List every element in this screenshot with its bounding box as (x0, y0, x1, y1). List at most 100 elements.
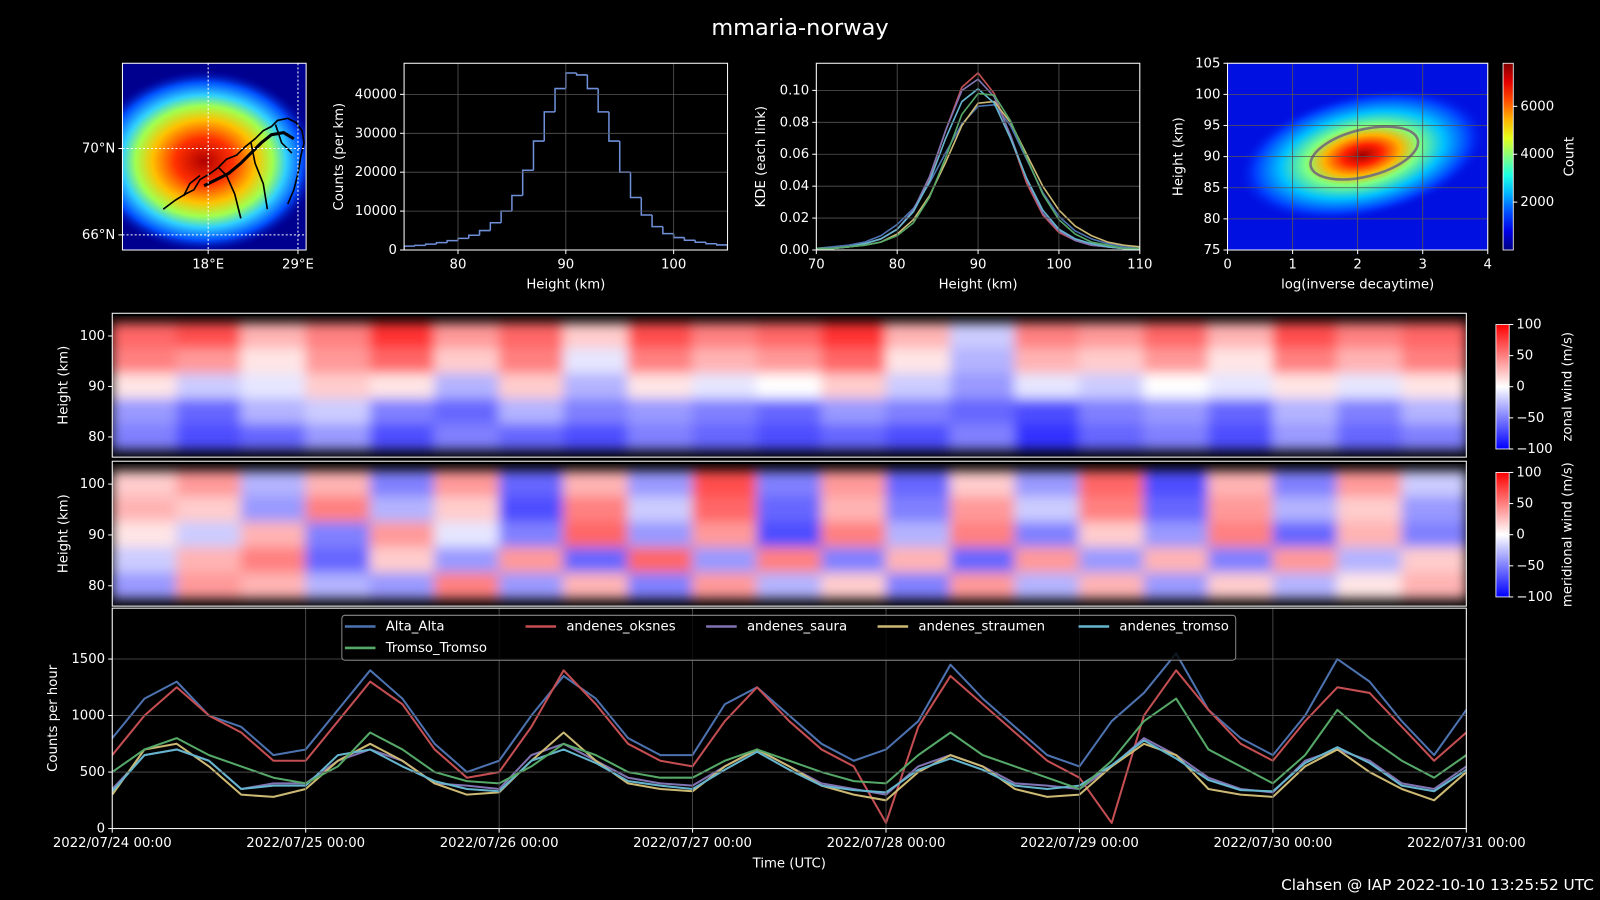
colorbar-tick-label: 0 (1516, 380, 1524, 395)
heat-cell (821, 547, 887, 574)
heat-cell (112, 521, 178, 549)
heat-cell (305, 496, 371, 523)
heat-cell (1401, 373, 1467, 400)
heat-cell (756, 496, 823, 523)
heat-cell (885, 373, 951, 400)
axes-frame (815, 62, 1141, 251)
heat-cell (885, 423, 951, 451)
axes-frame (111, 460, 1467, 607)
colorbar-tick-label: −100 (1516, 442, 1552, 457)
y-axis-label: Height (km) (1172, 117, 1187, 196)
heat-cell (692, 521, 758, 549)
heat-cell (176, 572, 242, 600)
heat-cell (1078, 322, 1145, 350)
heat-cell (563, 373, 629, 400)
heat-cell (1401, 521, 1467, 549)
colorbar-tick-label: 50 (1516, 349, 1533, 364)
heat-cell (1336, 521, 1403, 549)
x-tick-label: 100 (1046, 257, 1071, 272)
y-axis-label: Height (km) (56, 494, 71, 573)
heat-cell (1272, 547, 1338, 574)
heat-cell (821, 496, 887, 523)
legend-box (341, 614, 1237, 661)
colorbar (1495, 324, 1510, 450)
x-tick-label: 1 (1288, 257, 1296, 272)
heat-cell (821, 423, 887, 451)
y-tick-label: 0 (97, 822, 105, 837)
x-tick-label: 2022/07/28 00:00 (827, 836, 946, 851)
legend-label: Tromso_Tromso (385, 641, 487, 656)
heat-cell (949, 373, 1016, 400)
heat-cell (949, 521, 1016, 549)
y-tick-label: 0.06 (780, 147, 810, 162)
heat-cell (112, 348, 178, 375)
y-tick-label: 80 (88, 579, 105, 594)
heat-cell (369, 423, 436, 451)
heat-cell (1143, 423, 1209, 451)
heat-cell (692, 547, 758, 574)
x-tick-label: 2022/07/27 00:00 (633, 836, 752, 851)
heat-cell (1272, 322, 1338, 350)
heat-cell (692, 423, 758, 451)
heat-cell (1014, 398, 1080, 425)
y-axis-label: Counts per hour (46, 664, 61, 772)
heat-cell (1207, 398, 1274, 425)
heat-cells (112, 470, 1467, 600)
hist-step (446, 239, 458, 243)
legend-label: andenes_oksnes (566, 620, 675, 635)
heat-cell (885, 547, 951, 574)
axes-frame (111, 312, 1467, 458)
coastline-thick (203, 131, 295, 188)
heat-cell (1207, 496, 1274, 523)
heat-cell (756, 470, 823, 498)
legend-label: andenes_tromso (1119, 620, 1229, 635)
heat-cell (885, 398, 951, 425)
heat-cell (1143, 547, 1209, 574)
heat-cell (112, 496, 178, 523)
heat-cell (1078, 423, 1145, 451)
heat-cell (1014, 470, 1080, 498)
heat-cell (112, 373, 178, 400)
x-tick-label: 2022/07/24 00:00 (53, 836, 172, 851)
heat-cell (627, 470, 694, 498)
y-tick-label: 90 (88, 528, 105, 543)
axes-frame (121, 62, 307, 251)
heat-cell (563, 348, 629, 375)
heat-cell (949, 322, 1016, 350)
heat-cell (1401, 398, 1467, 425)
heat-cell (563, 322, 629, 350)
y-tick-label: 500 (80, 765, 105, 780)
heat-cell (176, 470, 242, 498)
heat-cell (1207, 348, 1274, 375)
heat-cell (821, 521, 887, 549)
plot-area (112, 470, 1467, 600)
heat-cell (305, 348, 371, 375)
heat-cell (240, 572, 307, 600)
y-tick-label: 0 (389, 243, 397, 258)
heat-cell (692, 572, 758, 600)
axes-frame (111, 607, 1467, 830)
plot-area (112, 322, 1467, 451)
heat-cell (627, 547, 694, 574)
x-axis-label: log(inverse decaytime) (1281, 278, 1434, 293)
heat-cell (756, 547, 823, 574)
heat-cell (1014, 348, 1080, 375)
heat-cell (369, 348, 436, 375)
heat-cell (1014, 547, 1080, 574)
heat-cell (1207, 322, 1274, 350)
heat-cell (563, 423, 629, 451)
x-tick-label: 90 (557, 257, 574, 272)
hist2d-blob (1236, 87, 1488, 223)
heat-cell (627, 521, 694, 549)
heat-cell (498, 348, 565, 375)
colorbar-tick-label: 100 (1516, 317, 1541, 332)
heat-cell (240, 373, 307, 400)
y-tick-label: 100 (80, 477, 105, 492)
y-tick-label: 0.02 (780, 211, 810, 226)
heat-cell (240, 398, 307, 425)
heat-cells (112, 322, 1467, 451)
heat-cell (1272, 373, 1338, 400)
x-tick-label: 29°E (282, 257, 314, 272)
heat-cell (1078, 398, 1145, 425)
heat-cell (1272, 521, 1338, 549)
